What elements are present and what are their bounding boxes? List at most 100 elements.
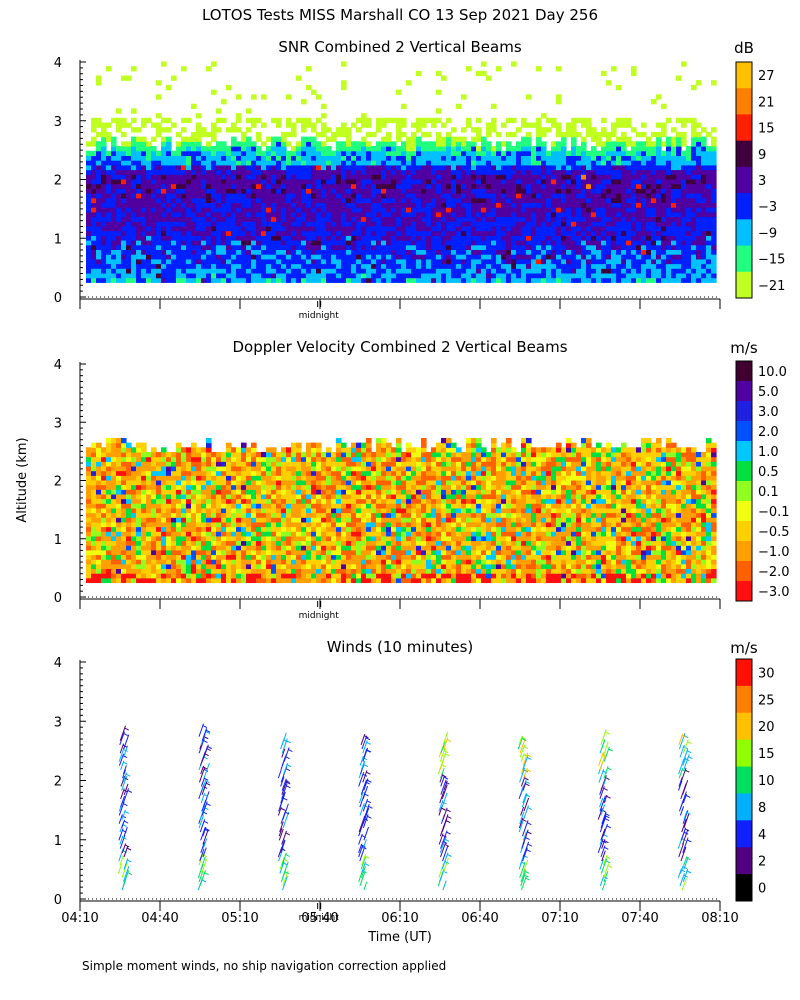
snr-cell (641, 216, 647, 222)
snr-cell (126, 197, 132, 204)
snr-cell (206, 164, 212, 171)
snr-cell (476, 221, 482, 227)
snr-cell (701, 272, 707, 279)
snr-cell (321, 240, 327, 246)
snr-cell (551, 207, 557, 213)
doppler-cell (201, 498, 207, 504)
doppler-cell (91, 475, 97, 481)
snr-cell (141, 225, 147, 232)
snr-cell (661, 207, 667, 213)
snr-cell (321, 197, 327, 204)
snr-cell (646, 197, 652, 204)
snr-cell (496, 240, 502, 246)
snr-cell (136, 235, 142, 241)
snr-cell (486, 183, 492, 189)
snr-cell (666, 202, 672, 208)
snr-cell (176, 141, 182, 147)
snr-cell (346, 155, 352, 161)
snr-cell (226, 197, 232, 204)
snr-cell (596, 136, 602, 142)
snr-cell (536, 240, 542, 246)
doppler-cell (201, 535, 207, 542)
snr-cell (636, 155, 642, 161)
snr-cell (686, 202, 692, 208)
doppler-cell (126, 503, 132, 509)
snr-cell (696, 254, 702, 260)
snr-cell (316, 178, 322, 185)
snr-cell (201, 240, 207, 246)
snr-cell (546, 202, 552, 208)
doppler-cell (86, 573, 92, 579)
snr-cell (621, 188, 627, 194)
snr-cell (101, 221, 107, 227)
snr-cell (311, 240, 317, 246)
snr-cell (551, 249, 557, 255)
snr-cell (386, 277, 392, 283)
doppler-cell (111, 563, 117, 570)
snr-cell (536, 164, 542, 171)
snr-cell (341, 225, 347, 232)
snr-cell (501, 263, 507, 269)
snr-cell (426, 141, 432, 147)
doppler-cell (186, 512, 192, 518)
snr-cell (261, 225, 267, 232)
snr-cell (331, 263, 337, 269)
snr-cell (441, 169, 447, 175)
snr-cell (161, 160, 167, 166)
snr-cell (241, 188, 247, 194)
snr-cell (201, 225, 207, 232)
doppler-cell (206, 545, 212, 551)
snr-cell (701, 164, 707, 171)
snr-cell (131, 211, 137, 218)
snr-cell (146, 178, 152, 185)
doppler-cell (186, 554, 192, 560)
snr-cell (351, 249, 357, 255)
snr-cell (611, 122, 617, 128)
snr-cell (306, 141, 312, 147)
doppler-cell (101, 521, 107, 528)
snr-cell (281, 131, 287, 138)
snr-cell (471, 225, 477, 232)
doppler-cell (151, 517, 157, 523)
doppler-cell (131, 447, 137, 453)
snr-cell (396, 272, 402, 279)
snr-cell (691, 164, 697, 171)
snr-cell (201, 178, 207, 185)
snr-cell (291, 127, 297, 133)
snr-cell (546, 272, 552, 279)
snr-cell (516, 150, 522, 157)
snr-cell (396, 174, 402, 180)
snr-cell (141, 207, 147, 213)
snr-cell (401, 122, 407, 128)
doppler-cell (136, 475, 142, 481)
snr-cell (336, 178, 342, 185)
snr-cell (341, 207, 347, 213)
doppler-cell (106, 535, 112, 542)
snr-cell (506, 141, 512, 147)
snr-cell (541, 197, 547, 204)
snr-cell (171, 263, 177, 269)
snr-cell (246, 240, 252, 246)
snr-cell (421, 131, 427, 138)
snr-cell (231, 160, 237, 166)
snr-cell (181, 230, 187, 236)
snr-cell (226, 277, 232, 283)
snr-cell (486, 216, 492, 222)
snr-cell (521, 141, 527, 147)
snr-cell (676, 169, 682, 175)
snr-cell (456, 216, 462, 222)
snr-cell (311, 169, 317, 175)
snr-cell (206, 216, 212, 222)
doppler-cell (101, 479, 107, 486)
snr-cell (321, 272, 327, 279)
snr-cell (281, 202, 287, 208)
snr-cell (201, 146, 207, 152)
snr-cell (216, 160, 222, 166)
doppler-cell (121, 531, 127, 537)
snr-cell (306, 174, 312, 180)
snr-cell (446, 117, 452, 124)
snr-cell (156, 258, 162, 265)
snr-cell (646, 221, 652, 227)
snr-cell (416, 164, 422, 171)
snr-cell (431, 268, 437, 274)
